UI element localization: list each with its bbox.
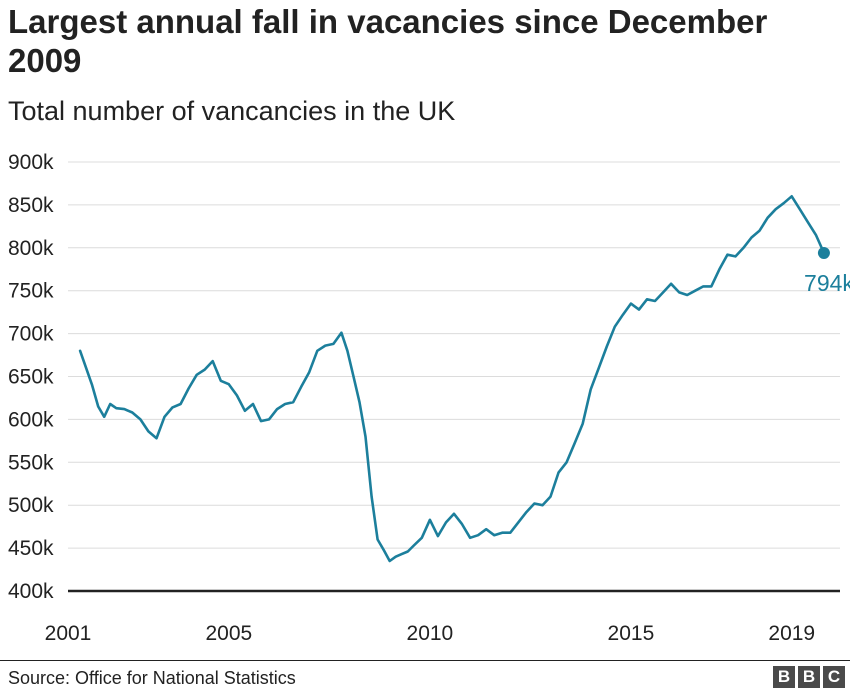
latest-value-point	[817, 246, 830, 259]
source-note: Source: Office for National Statistics	[8, 668, 296, 688]
y-axis-tick-labels: 400k 450k 500k 550k 600k 650k 700k 750k 800k 850k…	[8, 151, 54, 603]
y-tick-label: 450k	[8, 537, 54, 560]
vacancies-line-chart: 400k 450k 500k 550k 600k 650k 700k 750k 800k 850k…	[8, 151, 850, 645]
bbc-logo-letter: B	[773, 666, 795, 688]
y-tick-label: 750k	[8, 280, 54, 303]
latest-value-label: 794k	[804, 270, 850, 296]
chart-title: Largest annual fall in vacancies since D…	[8, 3, 768, 79]
x-tick-label: 2001	[45, 622, 92, 645]
source-divider	[0, 660, 850, 661]
y-tick-label: 700k	[8, 323, 54, 346]
x-tick-label: 2015	[608, 622, 655, 645]
bbc-logo-letter: C	[823, 666, 845, 688]
y-tick-label: 500k	[8, 494, 54, 517]
x-tick-label: 2019	[768, 622, 815, 645]
x-tick-label: 2010	[407, 622, 454, 645]
y-tick-label: 850k	[8, 194, 54, 217]
vacancies-series-line	[78, 195, 826, 563]
x-axis-tick-labels: 2001 2005 2010 2015 2019	[45, 622, 815, 645]
y-tick-label: 650k	[8, 366, 54, 389]
gridlines	[68, 161, 840, 549]
bbc-logo: B B C	[773, 666, 845, 688]
bbc-logo-letter: B	[798, 666, 820, 688]
y-tick-label: 600k	[8, 408, 54, 431]
x-tick-label: 2005	[205, 622, 252, 645]
y-tick-label: 900k	[8, 151, 54, 174]
y-tick-label: 550k	[8, 451, 54, 474]
chart-subtitle: Total number of vancancies in the UK	[8, 96, 456, 126]
y-tick-label: 400k	[8, 580, 54, 603]
y-tick-label: 800k	[8, 237, 54, 260]
